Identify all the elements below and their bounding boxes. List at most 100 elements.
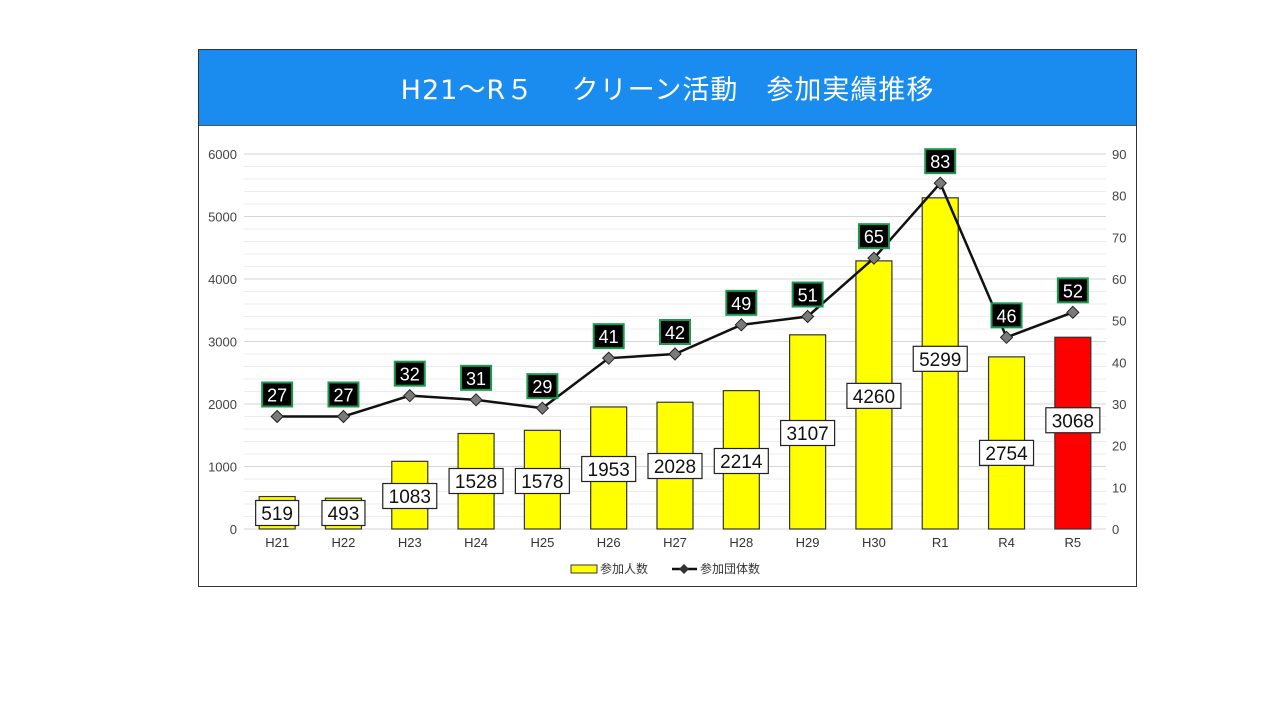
line-data-label-box: [857, 223, 890, 250]
line-data-label-box: [393, 360, 426, 387]
line-data-label: 29: [532, 377, 552, 397]
y-left-tick-label: 0: [230, 522, 237, 537]
bar-data-label-box: [382, 482, 438, 510]
line-data-label-box: [526, 373, 559, 400]
y-left-tick-label: 1000: [208, 460, 237, 475]
line-point: [999, 330, 1014, 345]
y-left-tick-label: 4000: [208, 272, 237, 287]
line-data-label: 32: [400, 365, 420, 385]
x-tick-label: H21: [265, 535, 289, 550]
bar-data-label: 2754: [985, 444, 1028, 465]
chart-svg: 0 1000 2000 3000 4000 5000 6000 0 10 20 30 40 50 60 70…: [208, 147, 1126, 576]
line-point: [800, 309, 815, 324]
bar-data-label: 1083: [389, 487, 431, 508]
bar-data-label: 519: [261, 504, 293, 525]
y-left-tick-label: 3000: [208, 335, 237, 350]
bar-data-label-box: [647, 452, 703, 480]
bar-data-label-box: [713, 447, 769, 475]
legend-line-label: 参加団体数: [700, 561, 760, 576]
line-data-label-box: [990, 302, 1023, 329]
y-right-tick-label: 40: [1112, 355, 1126, 370]
y-right-tick-label: 20: [1112, 439, 1126, 454]
line-point: [1066, 305, 1080, 320]
y-right-tick-label: 30: [1112, 397, 1126, 412]
line-data-label-box: [327, 381, 360, 408]
line-data-label: 41: [599, 327, 619, 347]
bar-data-label: 2214: [720, 452, 763, 473]
bar-data-label: 3068: [1052, 411, 1094, 432]
y-left-tick-label: 5000: [208, 210, 237, 225]
line-point: [336, 409, 351, 424]
line-data-label: 31: [466, 369, 486, 389]
line-data-label-box: [791, 281, 824, 308]
bar-data-label-box: [846, 382, 902, 409]
bar-data-label: 1953: [588, 460, 630, 481]
y-right-tick-label: 50: [1112, 314, 1126, 329]
bar-data-label: 1578: [521, 472, 563, 493]
line-point: [535, 401, 550, 415]
bar-data-label-box: [1045, 407, 1101, 434]
line-data-label: 46: [997, 306, 1017, 326]
x-tick-label: R5: [1065, 535, 1082, 550]
line-data-label: 51: [798, 286, 818, 306]
bar-data-label-box: [255, 499, 300, 527]
line-point: [270, 409, 284, 424]
y-right-tick-label: 80: [1112, 189, 1126, 204]
bar-data-label: 4260: [853, 387, 895, 408]
line-data-label-box: [659, 319, 691, 345]
line-point: [601, 351, 616, 365]
line-data-label: 65: [864, 227, 884, 247]
bar-data-label: 3107: [786, 424, 828, 445]
title-bar: H21～R５ クリーン活動 参加実績推移: [199, 50, 1136, 126]
y-right-tick-label: 60: [1112, 272, 1126, 287]
bar-data-label-box: [321, 499, 366, 527]
bar-data-label-box: [978, 439, 1035, 466]
line-data-label-box: [725, 289, 758, 316]
x-tick-label: H25: [530, 535, 554, 550]
x-tick-label: H24: [464, 535, 488, 550]
line-point: [469, 393, 483, 407]
line-data-label-box: [1056, 277, 1089, 304]
x-tick-label: H26: [597, 535, 621, 550]
x-tick-label: H22: [332, 535, 356, 550]
line-point: [867, 251, 881, 265]
line-point: [668, 347, 682, 361]
line-point: [933, 176, 947, 190]
bar-data-label-box: [912, 345, 968, 372]
y-right-tick-label: 10: [1112, 480, 1126, 495]
bar-data-label-box: [581, 455, 637, 483]
x-tick-label: H30: [862, 535, 886, 550]
x-tick-label: R1: [932, 535, 949, 550]
x-tick-label: R4: [998, 535, 1015, 550]
bar-data-label-box: [780, 419, 836, 447]
line-point: [734, 318, 749, 332]
bar-data-label: 5299: [919, 350, 961, 371]
y-left-tick-label: 2000: [208, 397, 237, 412]
x-tick-label: H23: [398, 535, 422, 550]
bar-data-label: 2028: [654, 457, 696, 478]
y-right-tick-label: 70: [1112, 230, 1126, 245]
bar-data-label-box: [514, 467, 570, 495]
y-right-tick-label: 90: [1112, 147, 1126, 162]
bar-data-label: 1528: [455, 472, 497, 493]
x-tick-label: H29: [796, 535, 820, 550]
line-data-label: 27: [267, 386, 287, 406]
legend-line-marker: [679, 564, 689, 574]
x-tick-label: H28: [729, 535, 753, 550]
line-data-label: 83: [930, 152, 950, 172]
bar-data-label: 493: [328, 504, 360, 525]
legend-bar-swatch: [570, 564, 598, 574]
line-data-label-box: [261, 381, 294, 408]
legend-bar-label: 参加人数: [600, 561, 648, 576]
chart-title: H21～R５ クリーン活動 参加実績推移: [400, 75, 935, 106]
line-data-label: 52: [1063, 281, 1083, 301]
bar-data-label-box: [448, 467, 504, 495]
line-data-label: 27: [333, 386, 353, 406]
line-data-label-box: [592, 323, 625, 350]
line-data-label-box: [460, 364, 493, 391]
y-left-tick-label: 6000: [208, 147, 237, 162]
y-right-tick-label: 0: [1112, 522, 1119, 537]
x-tick-label: H27: [663, 535, 687, 550]
line-data-label: 49: [731, 294, 751, 314]
line-data-label-box: [924, 148, 957, 175]
